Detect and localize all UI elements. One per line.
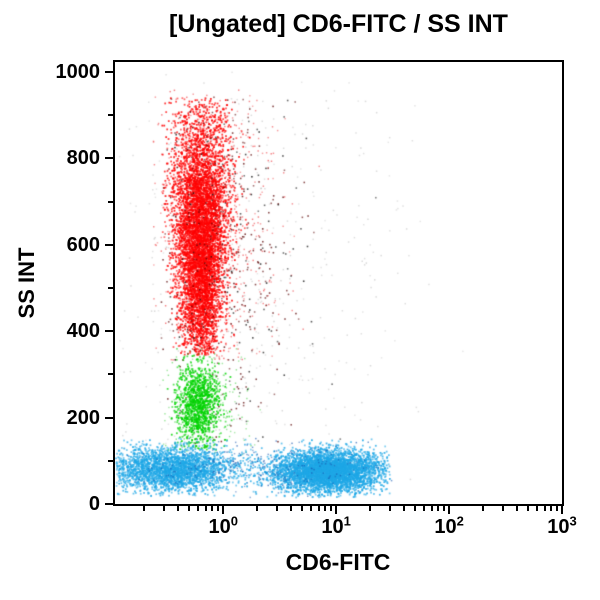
- x-minor-tick: [290, 506, 293, 511]
- y-tick-label: 1000: [55, 60, 101, 83]
- x-minor-tick: [550, 506, 553, 511]
- y-major-tick: [105, 157, 113, 160]
- y-minor-tick: [108, 459, 113, 462]
- x-tick-label: 101: [321, 513, 351, 538]
- x-minor-tick: [324, 506, 327, 511]
- x-major-tick: [561, 506, 563, 514]
- y-tick-label: 200: [66, 406, 100, 429]
- x-major-tick: [448, 506, 451, 514]
- y-major-tick: [105, 416, 113, 419]
- y-minor-tick: [108, 373, 113, 376]
- x-minor-tick: [414, 506, 417, 511]
- x-minor-tick: [516, 506, 519, 511]
- x-minor-tick: [442, 506, 445, 511]
- x-minor-tick: [301, 506, 304, 511]
- x-minor-tick: [188, 506, 191, 511]
- y-major-tick: [105, 70, 113, 73]
- y-major-tick: [105, 330, 113, 333]
- y-tick-label: 400: [66, 320, 100, 343]
- x-minor-tick: [310, 506, 313, 511]
- x-axis-label: CD6-FITC: [285, 549, 391, 575]
- x-minor-tick: [217, 506, 220, 511]
- x-minor-tick: [501, 506, 504, 511]
- y-major-tick: [105, 503, 113, 505]
- y-major-tick: [105, 243, 113, 246]
- x-minor-tick: [527, 506, 529, 511]
- x-minor-tick: [369, 506, 372, 511]
- y-minor-tick: [108, 114, 113, 117]
- x-minor-tick: [143, 506, 146, 511]
- x-minor-tick: [437, 506, 440, 511]
- x-major-tick: [222, 506, 225, 514]
- x-minor-tick: [211, 506, 214, 511]
- y-minor-tick: [108, 286, 113, 289]
- x-minor-tick: [317, 506, 320, 511]
- y-tick-label: 0: [88, 493, 100, 515]
- x-minor-tick: [535, 506, 538, 511]
- x-minor-tick: [423, 506, 426, 511]
- x-tick-label: 103: [547, 513, 577, 538]
- y-tick-label: 600: [66, 233, 100, 256]
- chart-title: [Ungated] CD6-FITC / SS INT: [169, 10, 508, 38]
- x-minor-tick: [555, 506, 558, 511]
- x-major-tick: [335, 506, 338, 514]
- x-minor-tick: [389, 506, 392, 511]
- x-minor-tick: [482, 506, 485, 511]
- x-minor-tick: [197, 506, 200, 511]
- y-minor-tick: [108, 200, 113, 203]
- x-minor-tick: [163, 506, 166, 511]
- x-tick-label: 102: [434, 513, 464, 538]
- x-minor-tick: [256, 506, 259, 511]
- x-tick-label: 100: [208, 513, 238, 538]
- x-minor-tick: [276, 506, 279, 511]
- x-minor-tick: [329, 506, 332, 511]
- x-minor-tick: [204, 506, 207, 511]
- x-minor-tick: [543, 506, 546, 511]
- x-minor-tick: [403, 506, 406, 511]
- scatter-plot-canvas: [115, 62, 562, 504]
- x-minor-tick: [430, 506, 433, 511]
- y-tick-label: 800: [66, 147, 100, 170]
- y-axis-label: SS INT: [14, 247, 39, 319]
- x-minor-tick: [177, 506, 180, 511]
